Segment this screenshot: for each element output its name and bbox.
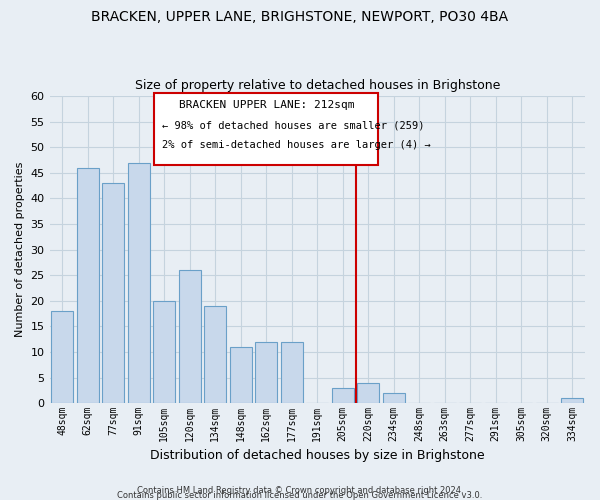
Title: Size of property relative to detached houses in Brighstone: Size of property relative to detached ho… (134, 79, 500, 92)
Bar (77, 168, 98, 403)
Bar (103, 183, 124, 403)
Bar (332, 388, 353, 403)
Bar (562, 398, 583, 403)
Text: BRACKEN, UPPER LANE, BRIGHSTONE, NEWPORT, PO30 4BA: BRACKEN, UPPER LANE, BRIGHSTONE, NEWPORT… (91, 10, 509, 24)
Bar (281, 342, 302, 403)
Y-axis label: Number of detached properties: Number of detached properties (15, 162, 25, 337)
Bar (179, 270, 200, 403)
Text: Contains public sector information licensed under the Open Government Licence v3: Contains public sector information licen… (118, 490, 482, 500)
Bar (383, 393, 404, 403)
Text: 2% of semi-detached houses are larger (4) →: 2% of semi-detached houses are larger (4… (162, 140, 430, 150)
Bar (128, 162, 149, 403)
Bar (205, 306, 226, 403)
Bar (52, 311, 73, 403)
Bar (256, 342, 277, 403)
Bar (230, 347, 251, 403)
Bar (154, 300, 175, 403)
X-axis label: Distribution of detached houses by size in Brighstone: Distribution of detached houses by size … (150, 450, 485, 462)
Text: ← 98% of detached houses are smaller (259): ← 98% of detached houses are smaller (25… (162, 120, 424, 130)
Text: Contains HM Land Registry data © Crown copyright and database right 2024.: Contains HM Land Registry data © Crown c… (137, 486, 463, 495)
FancyBboxPatch shape (154, 94, 379, 165)
Bar (358, 382, 379, 403)
Text: BRACKEN UPPER LANE: 212sqm: BRACKEN UPPER LANE: 212sqm (179, 100, 354, 110)
